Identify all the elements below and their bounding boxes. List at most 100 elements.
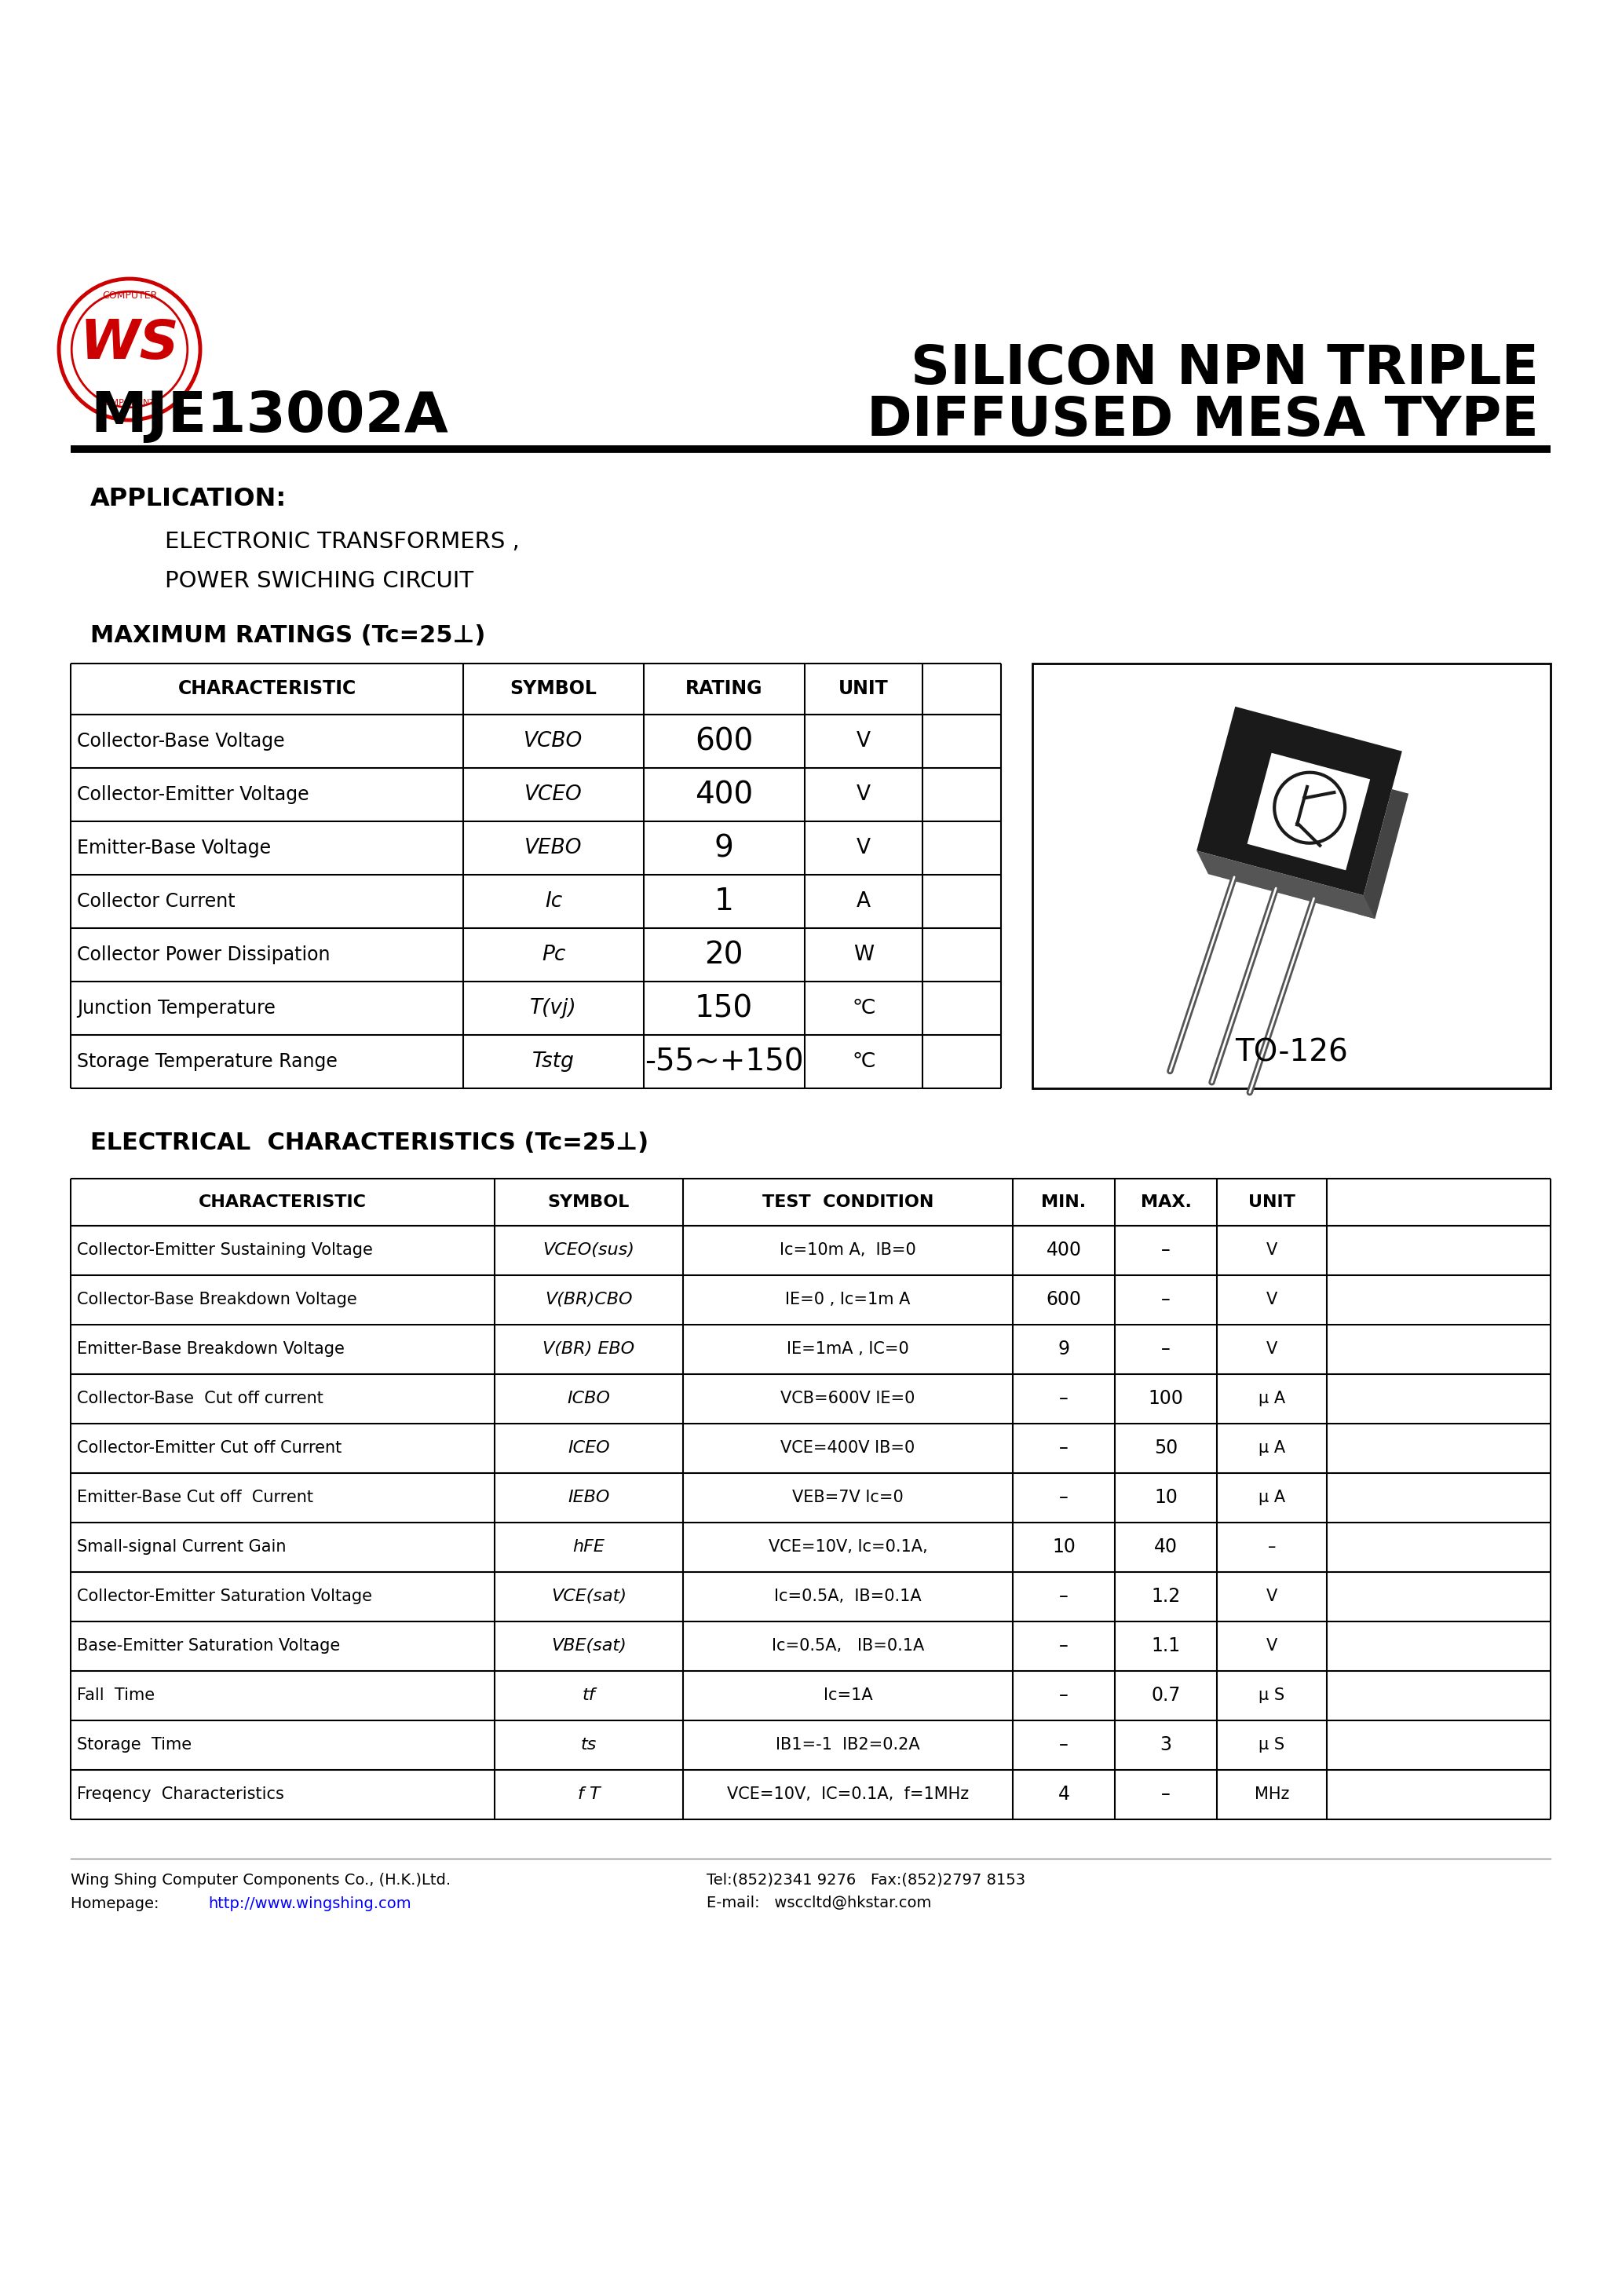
Text: hFE: hFE <box>573 1538 605 1554</box>
Text: 10: 10 <box>1155 1488 1178 1506</box>
Text: 1.1: 1.1 <box>1152 1637 1181 1655</box>
Text: 10: 10 <box>1053 1538 1075 1557</box>
Text: RATING: RATING <box>684 680 762 698</box>
Text: ℃: ℃ <box>852 1052 876 1072</box>
Text: Collector-Emitter Sustaining Voltage: Collector-Emitter Sustaining Voltage <box>76 1242 373 1258</box>
Text: V(BR)CBO: V(BR)CBO <box>545 1293 633 1306</box>
Text: μ A: μ A <box>1259 1490 1285 1506</box>
Text: –: – <box>1059 1488 1069 1506</box>
Text: μ S: μ S <box>1259 1736 1285 1752</box>
Text: Wing Shing Computer Components Co., (H.K.)Ltd.: Wing Shing Computer Components Co., (H.K… <box>71 1871 451 1887</box>
Text: –: – <box>1059 1440 1069 1458</box>
Text: –: – <box>1059 1685 1069 1704</box>
Text: –: – <box>1059 1637 1069 1655</box>
Text: SILICON NPN TRIPLE: SILICON NPN TRIPLE <box>910 342 1539 395</box>
Text: VCE=10V, Ic=0.1A,: VCE=10V, Ic=0.1A, <box>769 1538 928 1554</box>
Text: VEB=7V Ic=0: VEB=7V Ic=0 <box>792 1490 903 1506</box>
Text: –: – <box>1059 1587 1069 1605</box>
Text: 400: 400 <box>694 781 753 810</box>
Text: -55~+150: -55~+150 <box>644 1047 803 1077</box>
Text: Emitter-Base Cut off  Current: Emitter-Base Cut off Current <box>76 1490 313 1506</box>
Text: V: V <box>856 785 871 806</box>
Text: VEBO: VEBO <box>524 838 582 859</box>
Text: WS: WS <box>79 317 180 370</box>
Text: 50: 50 <box>1153 1440 1178 1458</box>
Text: SYMBOL: SYMBOL <box>509 680 597 698</box>
Text: V: V <box>1267 1341 1278 1357</box>
Text: Fall  Time: Fall Time <box>76 1688 154 1704</box>
Text: Collector Current: Collector Current <box>76 893 235 912</box>
Text: MAX.: MAX. <box>1140 1194 1191 1210</box>
Text: 600: 600 <box>1046 1290 1082 1309</box>
Text: POWER SWICHING CIRCUIT: POWER SWICHING CIRCUIT <box>165 569 474 592</box>
Text: μ S: μ S <box>1259 1688 1285 1704</box>
Text: ℃: ℃ <box>852 999 876 1019</box>
Text: V: V <box>1267 1637 1278 1653</box>
Text: SYMBOL: SYMBOL <box>548 1194 629 1210</box>
Text: Storage Temperature Range: Storage Temperature Range <box>76 1052 337 1070</box>
Text: IE=0 , Ic=1m A: IE=0 , Ic=1m A <box>785 1293 910 1306</box>
Text: IB1=-1  IB2=0.2A: IB1=-1 IB2=0.2A <box>775 1736 920 1752</box>
Text: V: V <box>1267 1293 1278 1306</box>
Text: Base-Emitter Saturation Voltage: Base-Emitter Saturation Voltage <box>76 1637 341 1653</box>
Text: f T: f T <box>577 1786 600 1802</box>
Text: Ic=10m A,  IB=0: Ic=10m A, IB=0 <box>780 1242 916 1258</box>
Text: ts: ts <box>581 1736 597 1752</box>
Text: MJE13002A: MJE13002A <box>91 388 448 443</box>
Text: Collector Power Dissipation: Collector Power Dissipation <box>76 946 331 964</box>
Text: VCEO(sus): VCEO(sus) <box>543 1242 634 1258</box>
Text: VCEO: VCEO <box>524 785 582 806</box>
Text: V: V <box>1267 1242 1278 1258</box>
Text: –: – <box>1161 1240 1171 1261</box>
Text: VCB=600V IE=0: VCB=600V IE=0 <box>780 1391 915 1407</box>
Text: 150: 150 <box>694 994 753 1024</box>
Text: W: W <box>853 944 874 964</box>
Text: CHARACTERISTIC: CHARACTERISTIC <box>198 1194 367 1210</box>
Text: V: V <box>1267 1589 1278 1605</box>
Text: VCE=10V,  IC=0.1A,  f=1MHz: VCE=10V, IC=0.1A, f=1MHz <box>727 1786 968 1802</box>
Text: 9: 9 <box>714 833 733 863</box>
Text: μ A: μ A <box>1259 1391 1285 1407</box>
Text: Ic: Ic <box>545 891 563 912</box>
Text: Ic=0.5A,  IB=0.1A: Ic=0.5A, IB=0.1A <box>774 1589 921 1605</box>
Text: VCBO: VCBO <box>524 730 582 751</box>
Text: MAXIMUM RATINGS (Tc=25⊥): MAXIMUM RATINGS (Tc=25⊥) <box>91 625 485 647</box>
Text: Emitter-Base Voltage: Emitter-Base Voltage <box>76 838 271 856</box>
Text: –: – <box>1059 1736 1069 1754</box>
Text: APPLICATION:: APPLICATION: <box>91 487 287 510</box>
Text: UNIT: UNIT <box>839 680 889 698</box>
Text: Collector-Base  Cut off current: Collector-Base Cut off current <box>76 1391 323 1407</box>
Bar <box>1032 664 1551 1088</box>
Text: 1.2: 1.2 <box>1152 1587 1181 1605</box>
Text: MHz: MHz <box>1254 1786 1289 1802</box>
Text: 9: 9 <box>1058 1339 1069 1359</box>
Text: 3: 3 <box>1160 1736 1171 1754</box>
Text: COMPUTER: COMPUTER <box>102 292 157 301</box>
Bar <box>1358 790 1408 918</box>
Text: V: V <box>856 730 871 751</box>
Text: Collector-Base Voltage: Collector-Base Voltage <box>76 732 285 751</box>
Text: Junction Temperature: Junction Temperature <box>76 999 276 1017</box>
Text: –: – <box>1059 1389 1069 1407</box>
Text: V: V <box>856 838 871 859</box>
Text: VCE(sat): VCE(sat) <box>551 1589 626 1605</box>
Text: Small-signal Current Gain: Small-signal Current Gain <box>76 1538 285 1554</box>
Text: IEBO: IEBO <box>568 1490 610 1506</box>
Text: Ic=1A: Ic=1A <box>824 1688 873 1704</box>
Text: http://www.wingshing.com: http://www.wingshing.com <box>208 1896 410 1910</box>
Text: TO-126: TO-126 <box>1234 1038 1348 1068</box>
Text: TEST  CONDITION: TEST CONDITION <box>762 1194 934 1210</box>
Text: Collector-Emitter Voltage: Collector-Emitter Voltage <box>76 785 310 804</box>
Text: IE=1mA , IC=0: IE=1mA , IC=0 <box>787 1341 908 1357</box>
Text: E-mail:   wsccltd@hkstar.com: E-mail: wsccltd@hkstar.com <box>707 1896 931 1910</box>
Text: Storage  Time: Storage Time <box>76 1736 191 1752</box>
Text: –: – <box>1161 1339 1171 1359</box>
Text: 100: 100 <box>1148 1389 1184 1407</box>
Text: DIFFUSED MESA TYPE: DIFFUSED MESA TYPE <box>866 395 1539 445</box>
Text: ELECTRONIC TRANSFORMERS ,: ELECTRONIC TRANSFORMERS , <box>165 530 519 553</box>
Bar <box>1197 707 1401 895</box>
Bar <box>1247 753 1371 870</box>
Text: –: – <box>1161 1290 1171 1309</box>
Text: COMPONENTS: COMPONENTS <box>99 400 161 406</box>
Text: ELECTRICAL  CHARACTERISTICS (Tc=25⊥): ELECTRICAL CHARACTERISTICS (Tc=25⊥) <box>91 1132 649 1155</box>
